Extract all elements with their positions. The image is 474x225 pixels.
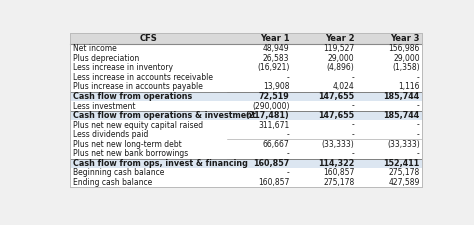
- Text: 72,519: 72,519: [259, 92, 290, 101]
- Text: 160,857: 160,857: [323, 168, 355, 177]
- Text: (217,481): (217,481): [246, 111, 290, 120]
- Bar: [70, 140, 422, 149]
- Text: Beginning cash balance: Beginning cash balance: [73, 168, 164, 177]
- Text: Plus net new equity capital raised: Plus net new equity capital raised: [73, 121, 203, 130]
- Text: -: -: [417, 73, 419, 82]
- Bar: [70, 101, 422, 111]
- Text: Less increase in inventory: Less increase in inventory: [73, 63, 173, 72]
- Text: -: -: [287, 149, 290, 158]
- Text: 275,178: 275,178: [388, 168, 419, 177]
- Text: -: -: [417, 121, 419, 130]
- Text: Year 3: Year 3: [390, 34, 419, 43]
- Text: (4,896): (4,896): [327, 63, 355, 72]
- Bar: [292, 33, 357, 44]
- Bar: [357, 33, 422, 44]
- Bar: [70, 44, 422, 54]
- Text: 114,322: 114,322: [318, 159, 355, 168]
- Bar: [70, 149, 422, 159]
- Text: Year 2: Year 2: [325, 34, 355, 43]
- Text: -: -: [287, 73, 290, 82]
- Text: 147,655: 147,655: [319, 92, 355, 101]
- Text: Net income: Net income: [73, 44, 117, 53]
- Text: Plus net new long-term debt: Plus net new long-term debt: [73, 140, 182, 149]
- Text: 1,116: 1,116: [398, 82, 419, 91]
- Bar: [70, 33, 422, 187]
- Text: 160,857: 160,857: [258, 178, 290, 187]
- Text: Less dividends paid: Less dividends paid: [73, 130, 148, 139]
- Text: Plus net new bank borrowings: Plus net new bank borrowings: [73, 149, 189, 158]
- Bar: [70, 63, 422, 73]
- Bar: [70, 178, 422, 187]
- Text: -: -: [287, 168, 290, 177]
- Text: 66,667: 66,667: [263, 140, 290, 149]
- Text: 147,655: 147,655: [319, 111, 355, 120]
- Text: 152,411: 152,411: [383, 159, 419, 168]
- Text: 29,000: 29,000: [393, 54, 419, 63]
- Bar: [70, 82, 422, 92]
- Bar: [70, 54, 422, 63]
- Text: -: -: [417, 130, 419, 139]
- Text: -: -: [417, 101, 419, 110]
- Bar: [70, 111, 422, 120]
- Text: Year 1: Year 1: [260, 34, 290, 43]
- Text: (33,333): (33,333): [322, 140, 355, 149]
- Text: (290,000): (290,000): [252, 101, 290, 110]
- Text: Cash flow from operations & investment: Cash flow from operations & investment: [73, 111, 256, 120]
- Text: -: -: [352, 121, 355, 130]
- Text: -: -: [287, 130, 290, 139]
- Text: 119,527: 119,527: [323, 44, 355, 53]
- Text: Cash flow from operations: Cash flow from operations: [73, 92, 192, 101]
- Text: (1,358): (1,358): [392, 63, 419, 72]
- Text: 29,000: 29,000: [328, 54, 355, 63]
- Text: -: -: [417, 149, 419, 158]
- Text: -: -: [352, 130, 355, 139]
- Text: -: -: [352, 73, 355, 82]
- Bar: [70, 159, 422, 168]
- Text: 26,583: 26,583: [263, 54, 290, 63]
- Text: Plus increase in accounts payable: Plus increase in accounts payable: [73, 82, 203, 91]
- Text: Less increase in accounts receivable: Less increase in accounts receivable: [73, 73, 213, 82]
- Text: -: -: [352, 101, 355, 110]
- Text: 13,908: 13,908: [263, 82, 290, 91]
- Text: -: -: [352, 149, 355, 158]
- Bar: [70, 168, 422, 178]
- Bar: [227, 33, 292, 44]
- Bar: [70, 73, 422, 82]
- Bar: [70, 130, 422, 140]
- Text: 48,949: 48,949: [263, 44, 290, 53]
- Text: Less investment: Less investment: [73, 101, 136, 110]
- Text: Ending cash balance: Ending cash balance: [73, 178, 153, 187]
- Text: 427,589: 427,589: [388, 178, 419, 187]
- Text: 275,178: 275,178: [323, 178, 355, 187]
- Bar: [70, 120, 422, 130]
- Text: 160,857: 160,857: [253, 159, 290, 168]
- Text: Plus depreciation: Plus depreciation: [73, 54, 139, 63]
- Text: 185,744: 185,744: [383, 111, 419, 120]
- Text: (33,333): (33,333): [387, 140, 419, 149]
- Text: 156,986: 156,986: [388, 44, 419, 53]
- Text: Cash flow from ops, invest & financing: Cash flow from ops, invest & financing: [73, 159, 248, 168]
- Bar: [70, 33, 227, 44]
- Bar: [70, 92, 422, 101]
- Text: 185,744: 185,744: [383, 92, 419, 101]
- Text: CFS: CFS: [139, 34, 157, 43]
- Text: 4,024: 4,024: [333, 82, 355, 91]
- Text: 311,671: 311,671: [258, 121, 290, 130]
- Text: (16,921): (16,921): [257, 63, 290, 72]
